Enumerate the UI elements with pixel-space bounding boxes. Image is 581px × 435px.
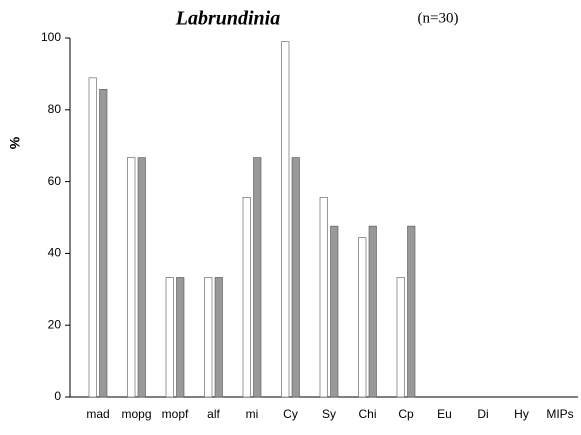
chart-title: Labrundinia	[175, 8, 280, 30]
bar	[319, 197, 328, 398]
bar	[242, 197, 251, 398]
x-tick-label: alf	[207, 407, 220, 421]
x-tick-label: Di	[477, 407, 488, 421]
bar	[204, 277, 213, 398]
bar	[368, 225, 377, 398]
bar	[407, 225, 416, 398]
y-tick-label: 0	[54, 389, 61, 403]
y-tick-label: 60	[48, 174, 62, 188]
x-tick-label: Sy	[322, 407, 336, 421]
x-tick-label: MIPs	[546, 407, 573, 421]
y-axis-label: %	[7, 136, 23, 149]
y-tick-label: 20	[48, 317, 62, 331]
annotation: (n=30)	[418, 10, 459, 26]
x-tick-label: Cp	[398, 407, 414, 421]
x-tick-label: Cy	[283, 407, 298, 421]
bar	[358, 237, 367, 398]
y-tick-label: 80	[48, 102, 62, 116]
y-tick-label: 40	[48, 246, 62, 260]
bar	[214, 277, 223, 398]
x-tick-label: Eu	[437, 407, 452, 421]
bar	[88, 77, 97, 398]
bar	[291, 157, 300, 398]
bar	[281, 41, 290, 398]
x-tick-label: Chi	[358, 407, 376, 421]
bar	[253, 157, 262, 398]
bar	[176, 277, 185, 398]
x-tick-label: mopg	[121, 407, 151, 421]
x-tick-label: mi	[246, 407, 259, 421]
bar	[127, 157, 136, 398]
y-tick-label: 100	[41, 30, 61, 44]
bar	[99, 89, 108, 398]
bar	[165, 277, 174, 398]
x-tick-label: mad	[86, 407, 109, 421]
bar	[137, 157, 146, 398]
x-tick-label: Hy	[514, 407, 529, 421]
x-tick-label: mopf	[162, 407, 189, 421]
bar	[396, 277, 405, 398]
bar	[330, 225, 339, 398]
